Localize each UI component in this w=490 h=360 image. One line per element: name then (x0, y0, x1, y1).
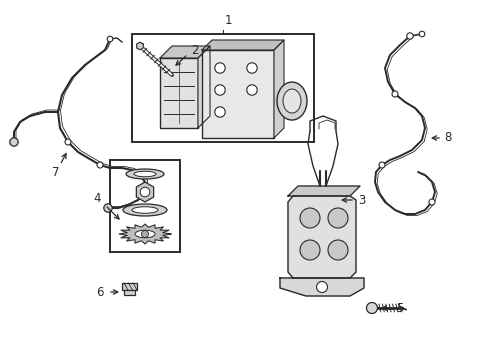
Ellipse shape (283, 89, 301, 113)
Ellipse shape (135, 230, 155, 238)
Bar (122, 283, 137, 290)
Circle shape (65, 139, 71, 145)
Circle shape (300, 208, 320, 228)
Polygon shape (280, 278, 364, 296)
Circle shape (367, 302, 377, 314)
Circle shape (317, 282, 327, 292)
Ellipse shape (126, 169, 164, 179)
Ellipse shape (132, 207, 158, 213)
Circle shape (107, 36, 113, 42)
Circle shape (328, 208, 348, 228)
Circle shape (104, 204, 112, 212)
Bar (124, 289, 135, 295)
Text: 1: 1 (224, 14, 232, 27)
Circle shape (300, 240, 320, 260)
Ellipse shape (134, 171, 156, 177)
Polygon shape (288, 196, 356, 278)
Circle shape (379, 162, 385, 168)
Text: 6: 6 (96, 285, 104, 298)
Polygon shape (119, 224, 171, 244)
Bar (132, 34, 314, 142)
Circle shape (215, 63, 225, 73)
Ellipse shape (277, 82, 307, 120)
Circle shape (10, 138, 18, 146)
Polygon shape (198, 46, 210, 128)
Circle shape (97, 162, 103, 168)
Text: 5: 5 (396, 302, 404, 315)
Text: 8: 8 (444, 131, 452, 144)
Bar (202, 50, 274, 138)
Text: 3: 3 (358, 194, 366, 207)
Circle shape (215, 107, 225, 117)
Circle shape (328, 240, 348, 260)
Bar (160, 58, 198, 128)
Circle shape (429, 199, 435, 205)
Bar (110, 160, 180, 252)
Circle shape (407, 33, 413, 39)
Circle shape (392, 91, 398, 97)
Circle shape (419, 31, 425, 37)
Text: 2: 2 (191, 45, 199, 58)
Polygon shape (274, 40, 284, 138)
Text: 7: 7 (52, 166, 60, 179)
Polygon shape (160, 46, 210, 58)
Circle shape (140, 187, 150, 197)
Circle shape (247, 63, 257, 73)
Circle shape (215, 85, 225, 95)
Polygon shape (137, 42, 143, 50)
Circle shape (247, 85, 257, 95)
Polygon shape (288, 186, 360, 196)
Text: 4: 4 (93, 192, 101, 204)
Ellipse shape (123, 204, 167, 216)
Polygon shape (202, 40, 284, 50)
Circle shape (142, 230, 148, 238)
